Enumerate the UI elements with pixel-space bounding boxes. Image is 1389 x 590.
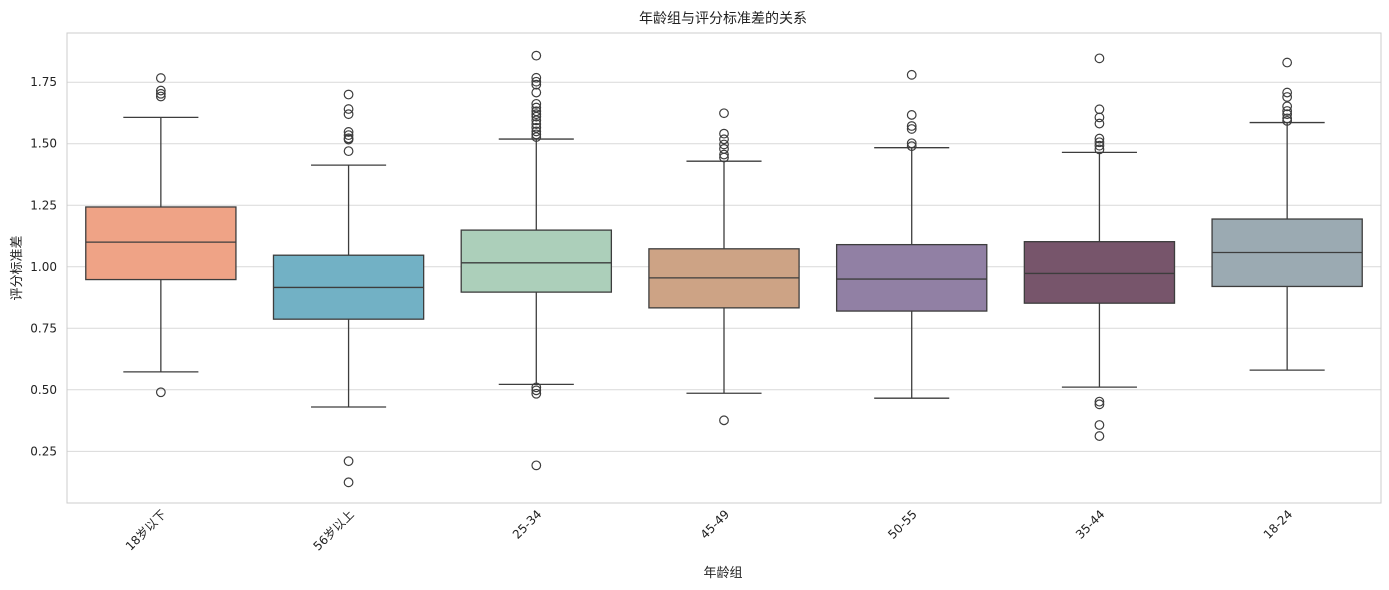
box-group — [835, 69, 988, 399]
outlier-point — [1094, 396, 1105, 407]
outlier-point — [906, 121, 917, 131]
outlier-point — [531, 87, 542, 98]
outlier-point — [531, 119, 542, 129]
outlier-point — [155, 91, 166, 102]
outlier-point — [719, 149, 729, 160]
outlier-point — [343, 146, 354, 157]
y-tick-label: 0.25 — [30, 444, 57, 458]
box-group — [272, 89, 425, 488]
outlier-point — [343, 477, 354, 488]
outlier-point — [906, 138, 917, 149]
outlier-point — [531, 460, 542, 471]
outlier-point — [531, 122, 542, 133]
x-tick-label: 18-24 — [1261, 507, 1296, 542]
outlier-point — [343, 104, 354, 114]
y-tick-label: 1.25 — [30, 198, 57, 212]
plot-frame — [66, 32, 1382, 504]
outlier-point — [531, 72, 542, 83]
outlier-point — [531, 98, 542, 109]
x-tick-label: 35-44 — [1073, 507, 1108, 542]
box-group — [460, 50, 613, 471]
outlier-point — [1094, 420, 1105, 430]
outlier-point — [1094, 137, 1105, 148]
outlier-point — [343, 127, 354, 137]
outlier-point — [343, 89, 354, 100]
outlier-point — [1094, 118, 1105, 129]
box-group — [1023, 53, 1176, 441]
outlier-point — [531, 79, 542, 90]
y-axis-ticks: 0.25 0.50 0.75 1.00 1.25 1.50 1.75 — [30, 75, 57, 458]
outlier-point — [1282, 115, 1293, 126]
outlier-point — [155, 88, 166, 99]
outlier-point — [1282, 101, 1293, 112]
outlier-point — [1094, 53, 1105, 64]
x-tick-label: 45-49 — [698, 507, 733, 542]
x-tick-label: 56岁以上 — [310, 507, 357, 554]
outlier-point — [343, 130, 354, 141]
outlier-point — [906, 110, 917, 120]
outlier-point — [531, 132, 542, 142]
outlier-point — [1094, 140, 1105, 151]
box-group — [85, 73, 237, 398]
outlier-point — [531, 115, 542, 126]
outlier-point — [155, 85, 166, 96]
x-tick-label: 25-34 — [510, 507, 545, 542]
y-tick-label: 1.50 — [30, 137, 57, 151]
y-tick-label: 1.00 — [30, 260, 57, 274]
outlier-point — [1282, 57, 1293, 68]
outlier-point — [343, 456, 354, 467]
outlier-point — [1094, 431, 1105, 441]
box-iqr — [1023, 241, 1176, 304]
outlier-point — [531, 385, 542, 396]
outlier-point — [719, 152, 729, 163]
outlier-point — [906, 124, 917, 134]
outlier-point — [531, 382, 542, 393]
y-tick-label: 1.75 — [30, 75, 57, 89]
outlier-point — [531, 111, 542, 122]
outlier-point — [531, 388, 542, 399]
x-tick-label: 18岁以下 — [122, 507, 169, 554]
outlier-point — [1094, 144, 1105, 155]
x-tick-label: 50-55 — [885, 507, 920, 542]
outlier-point — [906, 141, 917, 152]
outlier-point — [1282, 92, 1293, 102]
y-tick-label: 0.75 — [30, 321, 57, 335]
outlier-point — [719, 128, 729, 139]
box-iqr — [460, 229, 613, 293]
outlier-point — [1282, 87, 1293, 98]
y-tick-label: 0.50 — [30, 383, 57, 397]
outlier-point — [531, 129, 542, 140]
box-iqr — [85, 206, 237, 281]
outlier-point — [1282, 106, 1293, 116]
y-axis-label: 评分标准差 — [10, 235, 25, 300]
outlier-point — [155, 387, 166, 398]
outlier-point — [1094, 133, 1105, 144]
outlier-point — [155, 73, 166, 83]
outlier-point — [719, 139, 729, 150]
outlier-point — [1094, 399, 1105, 410]
outlier-point — [1282, 109, 1293, 120]
box-group — [648, 108, 800, 426]
x-axis-ticks: 18岁以下 56岁以上 25-34 45-49 50-55 35-44 18-24 — [122, 507, 1295, 554]
outlier-point — [531, 109, 542, 120]
box-series — [85, 50, 1363, 488]
outlier-point — [531, 76, 542, 87]
outlier-point — [531, 50, 542, 61]
outlier-point — [343, 134, 354, 145]
box-group — [1211, 57, 1363, 371]
chart-title: 年龄组与评分标准差的关系 — [639, 11, 807, 27]
outlier-point — [1282, 113, 1293, 124]
outlier-point — [343, 109, 354, 120]
outlier-point — [531, 126, 542, 137]
outlier-point — [1094, 112, 1105, 123]
x-axis-label: 年龄组 — [703, 566, 742, 581]
outlier-point — [906, 69, 917, 80]
outlier-point — [719, 415, 729, 426]
box-iqr — [835, 243, 988, 312]
outlier-point — [719, 108, 729, 119]
outlier-point — [1094, 104, 1105, 115]
outlier-point — [719, 134, 729, 145]
